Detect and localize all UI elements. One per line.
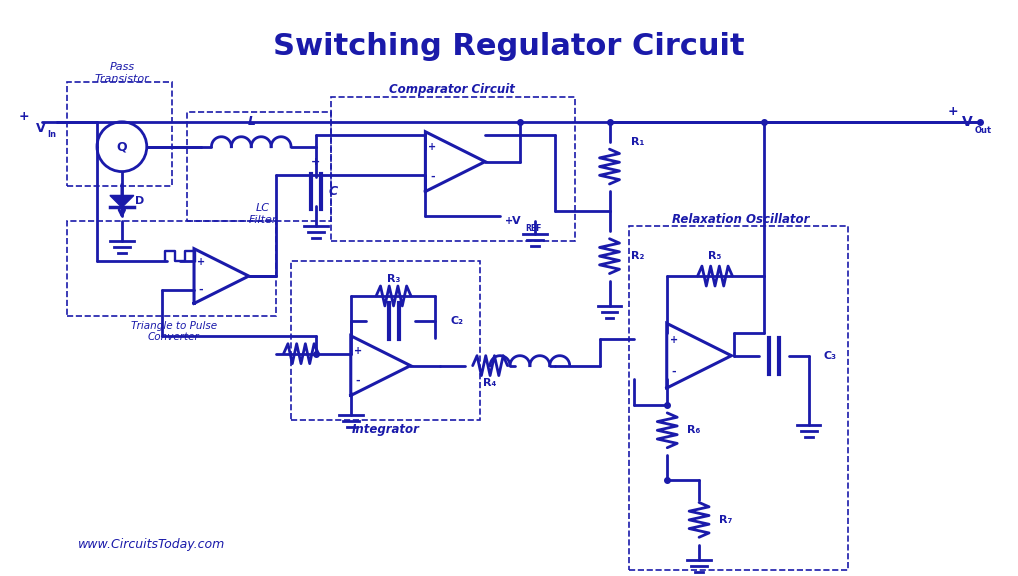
Text: +: + [670,335,678,344]
Text: V: V [962,115,973,129]
Text: +: + [948,105,958,118]
Text: L: L [247,115,256,128]
Text: -: - [355,376,360,385]
Text: C: C [328,185,337,198]
Text: -: - [672,367,676,377]
Bar [331,97,575,241]
Text: REF: REF [525,224,542,233]
Text: +: + [312,157,321,166]
Text: +: + [505,217,513,226]
Text: R₆: R₆ [687,425,700,435]
Bar [291,261,480,420]
Text: R₃: R₃ [387,274,400,284]
Text: D: D [135,196,145,206]
Text: +: + [353,346,361,356]
Text: Switching Regulator Circuit: Switching Regulator Circuit [273,32,745,61]
Bar [186,112,331,221]
Text: R₇: R₇ [719,515,732,525]
Text: Out: Out [974,126,992,135]
Text: V: V [36,122,45,135]
Text: Comparator Circuit: Comparator Circuit [389,84,515,96]
Text: Q: Q [117,140,127,153]
Text: C₃: C₃ [824,351,837,361]
Bar [67,221,276,316]
Text: +: + [19,111,30,123]
Text: R₁: R₁ [631,137,644,147]
Text: R₄: R₄ [484,377,497,388]
Text: -: - [199,285,204,295]
Text: Pass
Transistor: Pass Transistor [95,62,150,84]
Bar [67,82,172,187]
Bar [629,226,848,570]
Text: LC
Filter: LC Filter [249,203,278,225]
Polygon shape [110,195,133,207]
Text: R₅: R₅ [709,251,722,261]
Text: R₂: R₂ [631,251,644,261]
Text: V: V [512,217,520,226]
Text: +: + [429,142,437,151]
Text: Triangle to Pulse
Converter: Triangle to Pulse Converter [130,321,217,343]
Text: Relaxation Oscillator: Relaxation Oscillator [672,213,809,226]
Text: www.CircuitsToday.com: www.CircuitsToday.com [78,538,225,551]
Text: In: In [48,130,57,139]
Text: +: + [196,257,205,267]
Text: Integrator: Integrator [351,423,419,437]
Text: -: - [430,172,435,181]
Text: C₂: C₂ [450,316,463,326]
